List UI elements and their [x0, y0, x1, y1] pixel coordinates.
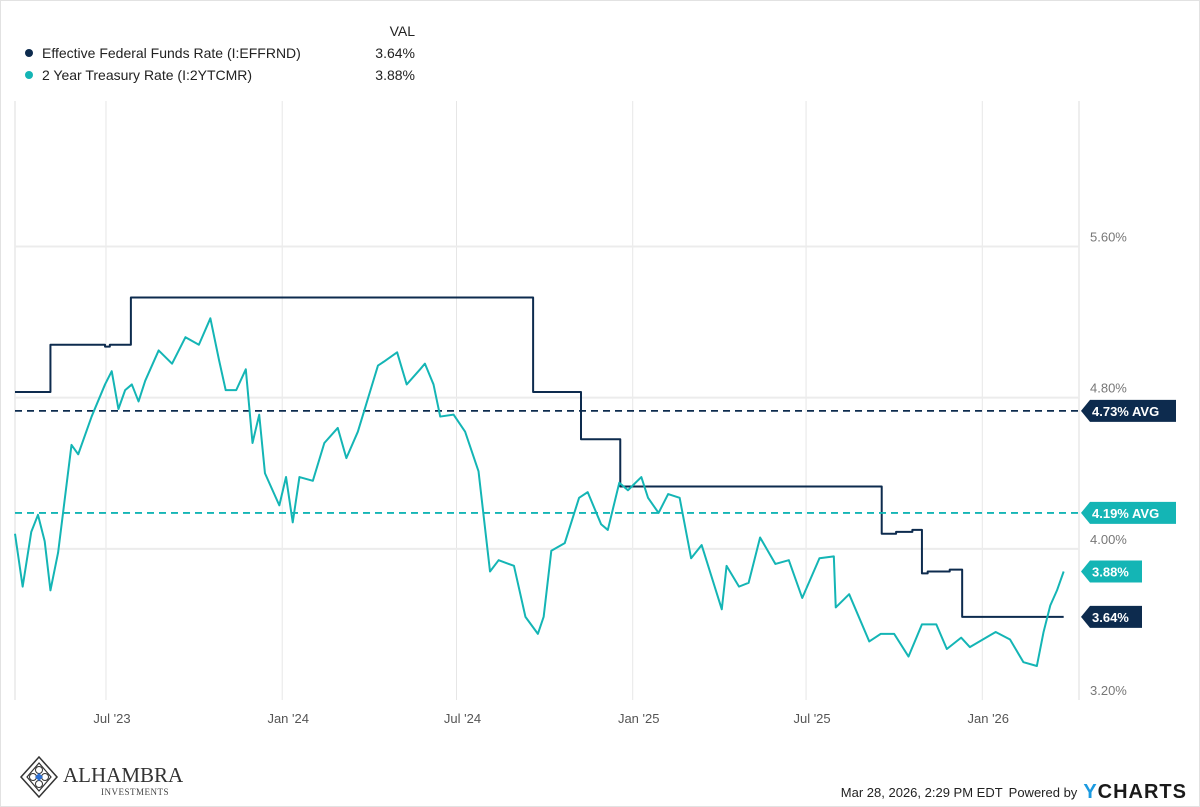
x-tick-label: Jul '23: [93, 711, 130, 726]
footer-attribution: Mar 28, 2026, 2:29 PM EDT Powered by YCH…: [841, 781, 1187, 804]
timestamp: Mar 28, 2026, 2:29 PM EDT: [840, 785, 1003, 800]
last-value-badge: 3.64%: [1092, 610, 1129, 625]
legend-value: 3.88%: [375, 67, 415, 83]
series-line: [15, 296, 1064, 618]
logo-sub: INVESTMENTS: [101, 787, 169, 797]
x-tick-label: Jan '25: [618, 711, 660, 726]
logo-name: ALHAMBRA: [63, 763, 184, 787]
x-tick-label: Jan '24: [267, 711, 309, 726]
powered-by: Powered by: [1008, 785, 1078, 800]
logo-diamond-icon: [19, 755, 59, 799]
x-tick-label: Jul '24: [444, 711, 481, 726]
last-value-badge-bg: [1081, 605, 1142, 628]
y-tick-label: 3.20%: [1090, 683, 1127, 698]
line-chart: Jul '23 Jan '24 Jul '24 Jan '25 Jul '25 Jan '…: [14, 101, 1176, 726]
series-dot-icon: [25, 71, 33, 79]
legend-value-header: VAL: [389, 23, 415, 39]
last-value-badge-bg: [1081, 560, 1142, 583]
legend-item-effr[interactable]: Effective Federal Funds Rate (I:EFFRND) …: [25, 45, 415, 61]
plot-area: [15, 101, 1079, 701]
y-tick-label: 4.00%: [1090, 532, 1127, 547]
last-value-badge: 3.88%: [1092, 565, 1129, 580]
average-badge-bg: [1081, 399, 1176, 422]
legend-item-2y[interactable]: 2 Year Treasury Rate (I:2YTCMR) 3.88%: [25, 67, 415, 83]
y-tick-label: 4.80%: [1090, 381, 1127, 396]
legend-label: 2 Year Treasury Rate (I:2YTCMR): [42, 67, 253, 83]
x-tick-label: Jan '26: [968, 711, 1010, 726]
y-tick-label: 5.60%: [1090, 229, 1127, 244]
legend-value: 3.64%: [375, 45, 415, 61]
series-dot-icon: [25, 49, 33, 57]
legend-label: Effective Federal Funds Rate (I:EFFRND): [42, 45, 301, 61]
average-badge: 4.19% AVG: [1092, 506, 1159, 521]
average-badge: 4.73% AVG: [1092, 404, 1159, 419]
x-tick-label: Jul '25: [793, 711, 830, 726]
series-line: [14, 317, 1065, 667]
average-badge-bg: [1081, 501, 1176, 524]
ycharts-logo[interactable]: YCHARTS: [1083, 781, 1187, 803]
alhambra-logo: ALHAMBRA INVESTMENTS: [19, 755, 189, 804]
